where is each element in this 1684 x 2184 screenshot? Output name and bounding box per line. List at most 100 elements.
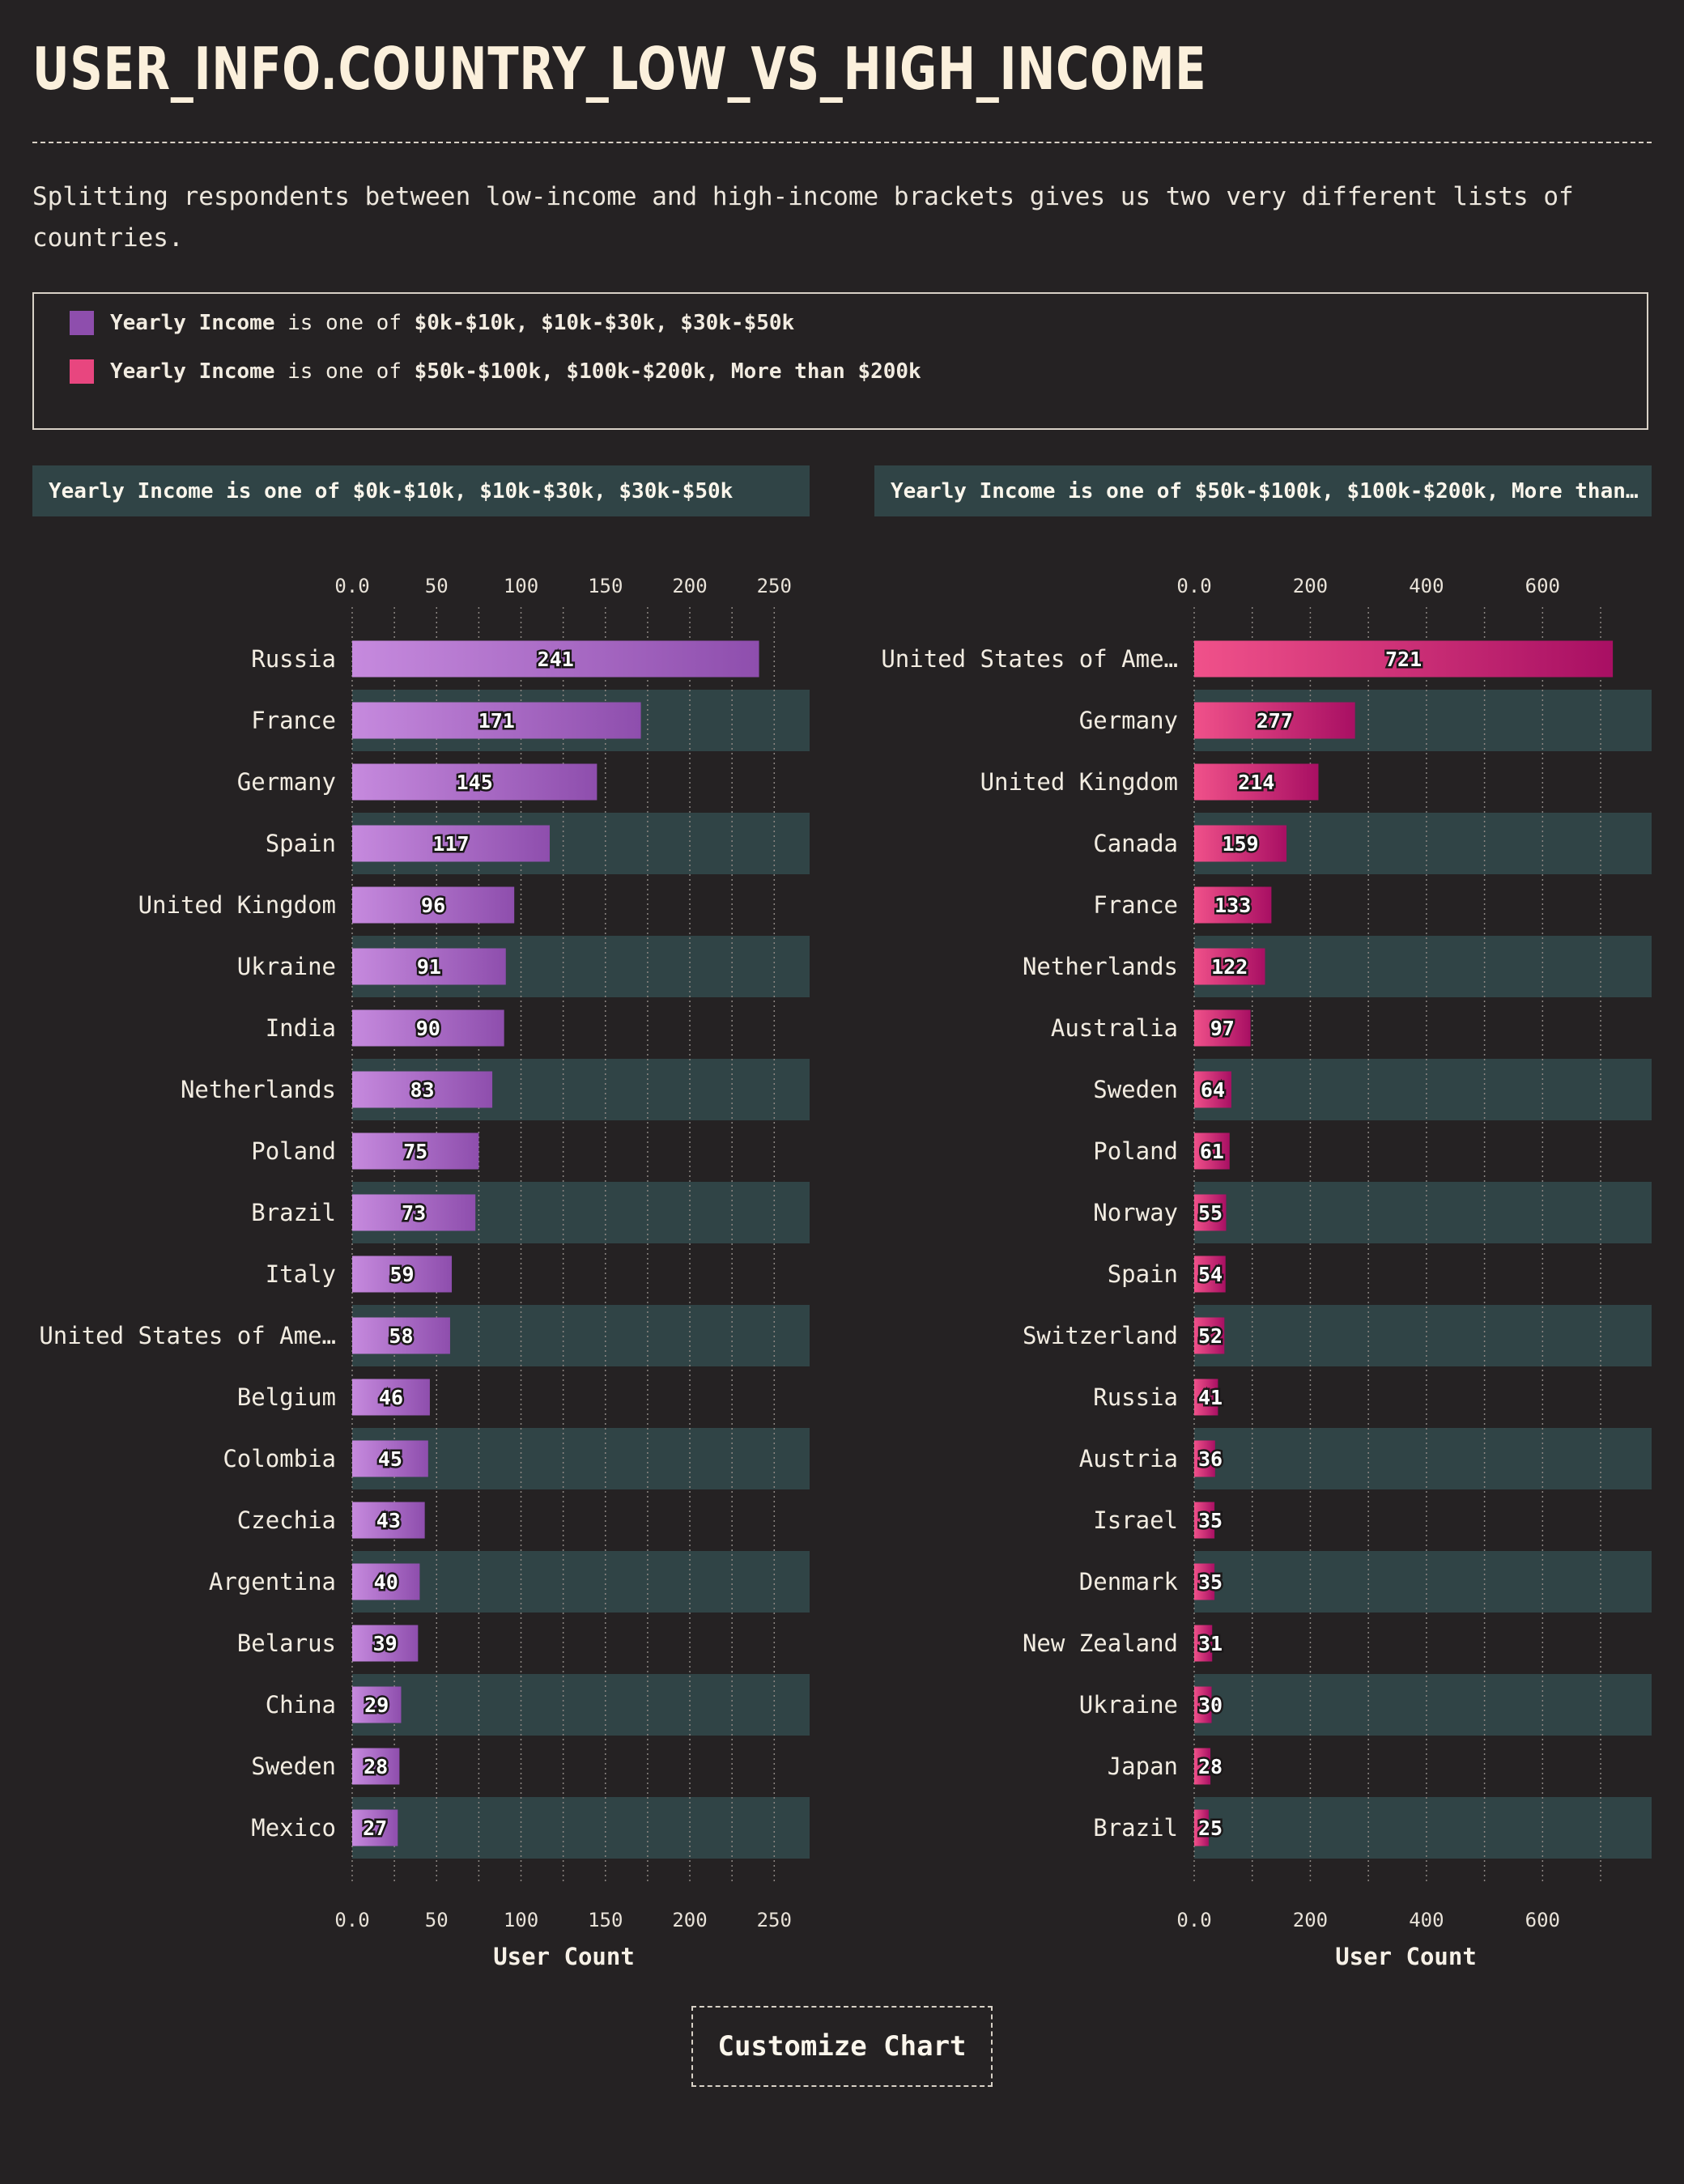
data-label: 133 [1214, 894, 1251, 917]
bar[interactable] [1194, 1502, 1215, 1539]
data-label: 41 [1198, 1386, 1223, 1409]
bar[interactable] [1194, 1071, 1231, 1108]
bar[interactable] [1194, 1194, 1227, 1231]
data-label: 75 [403, 1140, 427, 1163]
data-label: 96 [421, 894, 445, 917]
bar[interactable] [1194, 825, 1287, 862]
data-label: 214 [1238, 771, 1274, 794]
bar[interactable] [1194, 1686, 1212, 1723]
bar[interactable] [1194, 1132, 1230, 1170]
x-tick-label-bottom: 200 [1293, 1909, 1328, 1931]
category-label: Belgium [237, 1383, 336, 1411]
data-label: 122 [1211, 955, 1248, 979]
category-label: Czechia [237, 1506, 336, 1534]
bar[interactable] [1194, 702, 1355, 739]
x-tick-label-top: 600 [1525, 575, 1560, 597]
category-label: France [251, 707, 336, 734]
bar[interactable] [1194, 763, 1319, 801]
bar[interactable] [352, 1132, 479, 1170]
bar[interactable] [352, 1625, 419, 1662]
bar[interactable] [352, 1563, 420, 1600]
bar[interactable] [1194, 886, 1272, 924]
bar[interactable] [1194, 1379, 1218, 1416]
x-tick-label-bottom: 600 [1525, 1909, 1560, 1931]
row-band [1194, 1797, 1652, 1859]
data-label: 61 [1200, 1140, 1224, 1163]
legend-field: Yearly Income [110, 359, 275, 384]
bar[interactable] [352, 1502, 425, 1539]
bar[interactable] [352, 763, 597, 801]
bar[interactable] [1194, 1625, 1213, 1662]
legend: Yearly Income is one of $0k-$10k, $10k-$… [32, 292, 1648, 430]
category-label: Australia [1051, 1014, 1178, 1042]
bar[interactable] [1194, 948, 1265, 985]
data-label: 46 [379, 1386, 403, 1409]
page-description: Splitting respondents between low-income… [32, 182, 1574, 253]
category-label: Denmark [1079, 1568, 1179, 1596]
data-label: 36 [1198, 1447, 1223, 1471]
legend-item-high-income[interactable]: Yearly Income is one of $50k-$100k, $100… [70, 358, 921, 385]
bar[interactable] [352, 1071, 493, 1108]
bar[interactable] [1194, 1440, 1215, 1477]
legend-values: $0k-$10k, $10k-$30k, $30k-$50k [414, 311, 795, 335]
category-label: Israel [1093, 1506, 1178, 1534]
x-tick-label-top: 150 [588, 575, 623, 597]
legend-item-low-income[interactable]: Yearly Income is one of $0k-$10k, $10k-$… [70, 309, 794, 337]
bar[interactable] [352, 702, 641, 739]
data-label: 52 [1198, 1324, 1223, 1348]
bar[interactable] [352, 886, 515, 924]
category-label: Poland [251, 1137, 336, 1165]
x-tick-label-top: 200 [1293, 575, 1328, 597]
data-label: 35 [1198, 1570, 1223, 1594]
row-band [352, 1551, 810, 1613]
bar[interactable] [1194, 1809, 1209, 1846]
row-band [1194, 1551, 1652, 1613]
x-tick-label-top: 0.0 [334, 575, 369, 597]
bar[interactable] [352, 825, 550, 862]
data-label: 30 [1198, 1693, 1223, 1717]
bar[interactable] [1194, 1317, 1225, 1354]
customize-chart-button[interactable]: Customize Chart [691, 2006, 993, 2087]
data-label: 29 [364, 1693, 389, 1717]
data-label: 39 [373, 1632, 398, 1655]
bar[interactable] [352, 1009, 504, 1047]
legend-connector: is one of [287, 311, 402, 335]
x-tick-label-bottom: 400 [1409, 1909, 1444, 1931]
category-label: Austria [1079, 1445, 1178, 1472]
x-tick-label-top: 200 [672, 575, 707, 597]
panel-header-low-income: Yearly Income is one of $0k-$10k, $10k-$… [32, 465, 810, 516]
data-label: 28 [1198, 1755, 1223, 1778]
bar[interactable] [352, 1194, 476, 1231]
bar[interactable] [352, 1379, 430, 1416]
bar[interactable] [1194, 1748, 1211, 1785]
x-axis-label: User Count [493, 1943, 635, 1970]
bar[interactable] [352, 1686, 402, 1723]
x-tick-label-top: 0.0 [1176, 575, 1211, 597]
category-label: Norway [1093, 1199, 1178, 1226]
x-tick-label-bottom: 150 [588, 1909, 623, 1931]
bar[interactable] [1194, 1009, 1251, 1047]
category-label: Netherlands [181, 1076, 336, 1103]
category-label: Canada [1093, 830, 1178, 857]
bar[interactable] [352, 1256, 453, 1293]
bar[interactable] [352, 1809, 398, 1846]
bar[interactable] [352, 1317, 450, 1354]
data-label: 277 [1257, 709, 1293, 733]
row-band [352, 1428, 810, 1489]
bar[interactable] [1194, 640, 1614, 678]
category-label: Russia [1093, 1383, 1178, 1411]
bar[interactable] [352, 1748, 400, 1785]
legend-values: $50k-$100k, $100k-$200k, More than $200k [414, 359, 921, 384]
category-label: New Zealand [1023, 1630, 1178, 1657]
bar[interactable] [352, 948, 506, 985]
bar[interactable] [352, 640, 759, 678]
bar[interactable] [1194, 1256, 1226, 1293]
x-tick-label-bottom: 100 [504, 1909, 538, 1931]
data-label: 721 [1385, 648, 1422, 671]
bar[interactable] [1194, 1563, 1215, 1600]
bar[interactable] [352, 1440, 428, 1477]
category-label: Colombia [223, 1445, 336, 1472]
data-label: 73 [402, 1201, 426, 1225]
data-label: 58 [389, 1324, 413, 1348]
panel-header-high-income: Yearly Income is one of $50k-$100k, $100… [874, 465, 1652, 516]
